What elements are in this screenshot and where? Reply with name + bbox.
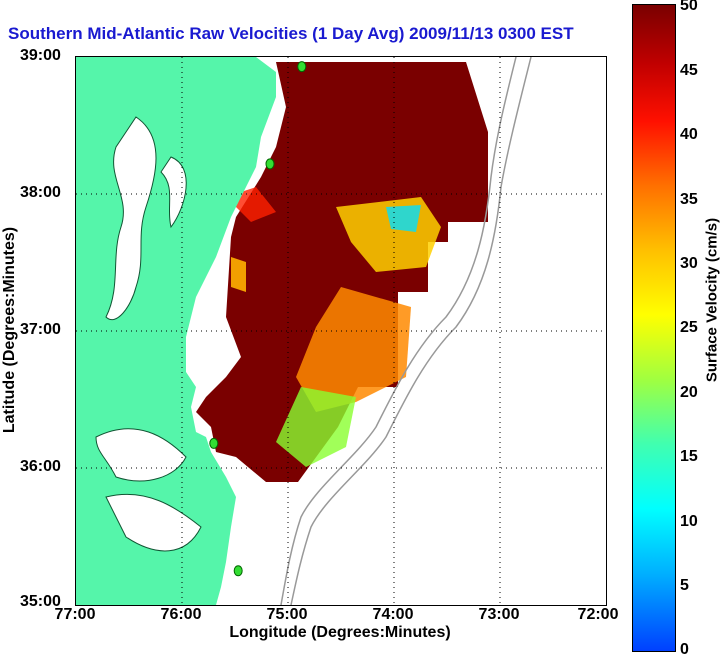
map-svg bbox=[76, 57, 606, 605]
grid bbox=[76, 57, 606, 605]
y-tick-label: 36:00 bbox=[20, 458, 61, 475]
colorbar-tick: 50 bbox=[680, 0, 698, 14]
stations bbox=[209, 61, 307, 577]
bathymetry bbox=[280, 57, 532, 605]
x-tick-label: 73:00 bbox=[478, 606, 520, 623]
colorbar-tick: 5 bbox=[680, 577, 689, 594]
station-marker bbox=[297, 61, 307, 73]
x-axis-label: Longitude (Degrees:Minutes) bbox=[229, 624, 451, 641]
x-tick-label: 76:00 bbox=[160, 606, 202, 623]
colorbar-tick: 20 bbox=[680, 384, 698, 401]
x-tick-label: 72:00 bbox=[577, 606, 619, 623]
colorbar-tick: 45 bbox=[680, 62, 698, 79]
colorbar-label: Surface Velocity (cm/s) bbox=[703, 217, 721, 383]
colorbar-tick: 25 bbox=[680, 319, 698, 336]
y-axis-label: Latitude (Degrees:Minutes) bbox=[1, 226, 18, 434]
map-title: Southern Mid-Atlantic Raw Velocities (1 … bbox=[8, 24, 574, 43]
station-marker bbox=[233, 565, 243, 577]
y-tick-label: 35:00 bbox=[20, 593, 61, 610]
x-tick-label: 75:00 bbox=[266, 606, 308, 623]
colorbar-tick: 40 bbox=[680, 126, 698, 143]
colorbar-tick: 30 bbox=[680, 255, 698, 272]
station-marker bbox=[265, 158, 275, 170]
colorbar-tick: 0 bbox=[680, 641, 689, 658]
colorbar-tick: 10 bbox=[680, 513, 698, 530]
x-tick-label: 77:00 bbox=[54, 606, 96, 623]
colorbar bbox=[632, 4, 676, 652]
y-tick-label: 39:00 bbox=[20, 47, 61, 64]
y-tick-label: 38:00 bbox=[20, 184, 61, 201]
y-tick-label: 37:00 bbox=[20, 321, 61, 338]
colorbar-tick: 15 bbox=[680, 448, 698, 465]
x-tick-label: 74:00 bbox=[372, 606, 414, 623]
station-marker bbox=[209, 437, 219, 449]
velocity-map bbox=[75, 56, 607, 606]
colorbar-tick: 35 bbox=[680, 191, 698, 208]
